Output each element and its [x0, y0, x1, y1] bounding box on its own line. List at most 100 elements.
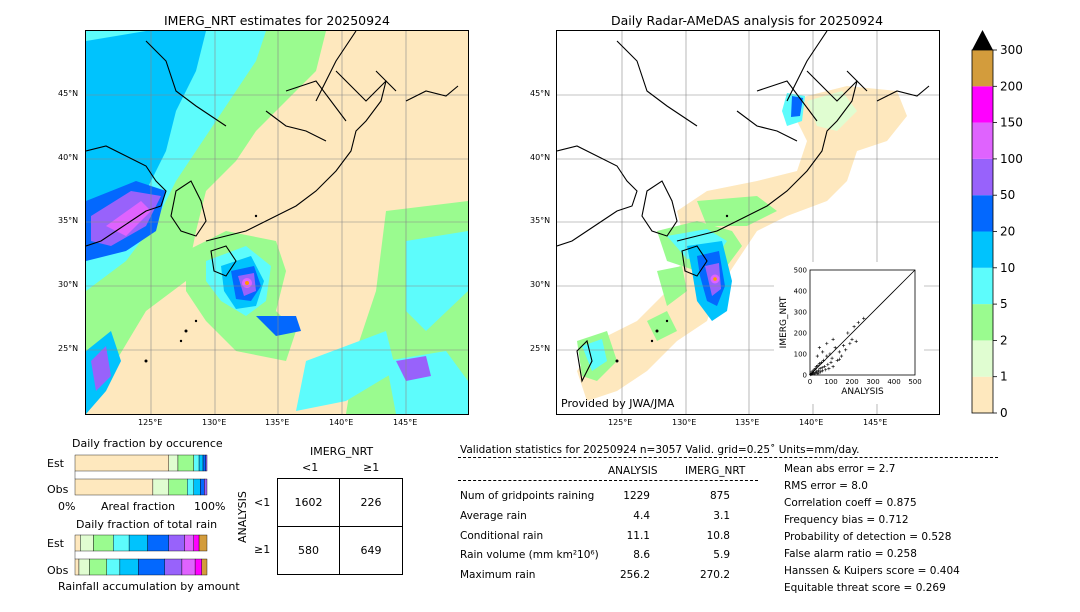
scatter-point [854, 339, 858, 343]
fraction-segment [200, 478, 205, 496]
left-lon-label: 145°E [393, 418, 418, 427]
fraction-segment [78, 558, 90, 576]
scatter-point [839, 354, 844, 358]
scatter-inset: 0 0 100 100 200 200 300 300 400 400 500 500 ANALYSIS… [774, 262, 924, 404]
scatter-point [816, 363, 820, 368]
scatter-point [837, 357, 841, 361]
fraction-segment [74, 558, 80, 576]
scatter-point [831, 365, 835, 369]
fraction-segment [106, 558, 121, 576]
fraction-segment [89, 558, 107, 576]
scatter-point [817, 361, 822, 366]
total-rain-title: Daily fraction of total rain [76, 518, 218, 531]
scatter-point [821, 350, 825, 354]
right-lat-label: 40°N [530, 153, 551, 162]
right-lat-label: 30°N [530, 280, 551, 289]
fraction-segment [168, 478, 188, 496]
colorbar-level-label: 10 [1000, 261, 1015, 275]
scatter-x-tick: 0 [808, 378, 812, 386]
colorbar-level-label: 100 [1000, 152, 1023, 166]
scatter-x-tick: 500 [908, 378, 921, 386]
occurrence-axis-right: 100% [194, 500, 226, 513]
scatter-point [833, 346, 837, 350]
scatter-point [835, 358, 839, 362]
stat-row-analysis: 1229 [623, 490, 650, 502]
colorbar-level-label: 200 [1000, 79, 1023, 93]
scatter-point [818, 370, 823, 374]
fraction-segment [80, 534, 94, 552]
colorbar: 0 1 2 5 10 20 50 100 150 200 300 [962, 26, 1032, 420]
colorbar-segment [972, 340, 993, 377]
validation-header: Validation statistics for 20250924 n=305… [460, 444, 860, 456]
colorbar-segment [972, 50, 993, 87]
fraction-segment [205, 454, 208, 472]
occurrence-bars [74, 454, 208, 496]
occurrence-axis-left: 0% [58, 500, 76, 513]
colorbar-segment [972, 122, 993, 159]
contingency-col-lt: <1 [302, 461, 319, 474]
scatter-y-tick: 0 [803, 372, 807, 380]
right-map-title: Daily Radar-AMeDAS analysis for 20250924 [610, 13, 884, 28]
scatter-y-tick: 400 [794, 288, 807, 296]
scatter-point [822, 358, 826, 362]
scatter-point [856, 320, 860, 325]
fraction-segment [204, 478, 208, 496]
score-line: Equitable threat score = 0.269 [784, 582, 946, 594]
fraction-segment [193, 534, 200, 552]
colorbar-level-label: 0 [1000, 406, 1008, 418]
scatter-point [827, 367, 831, 371]
total-rain-bars [74, 534, 208, 576]
fraction-segment [198, 534, 208, 552]
scatter-point [830, 356, 834, 360]
fraction-segment [202, 454, 206, 472]
right-lat-label: 35°N [530, 216, 551, 225]
fraction-segment [138, 558, 165, 576]
fraction-segment [93, 534, 114, 552]
colorbar-level-label: 20 [1000, 225, 1015, 239]
scatter-point [815, 354, 819, 358]
total-rain-chart [74, 531, 208, 579]
scatter-point [815, 369, 819, 373]
contingency-row-lt: <1 [254, 496, 271, 509]
total-rain-est-label: Est [47, 537, 64, 550]
contingency-row-ge: ≥1 [254, 543, 271, 556]
scatter-point [826, 362, 830, 367]
scatter-y-tick: 100 [794, 351, 807, 359]
stat-row-imerg: 270.2 [699, 569, 730, 581]
contingency-cell: 226 [360, 496, 382, 509]
scatter-point [823, 365, 827, 369]
scatter-point [848, 341, 852, 346]
scatter-point [813, 367, 817, 371]
left-map-title: IMERG_NRT estimates for 20250924 [163, 13, 390, 28]
scatter-y-label: IMERG_NRT [779, 296, 789, 348]
occurrence-axis-label: Areal fraction [101, 500, 176, 513]
stat-row-label: Rain volume (mm km²10⁶) [460, 549, 599, 561]
fraction-segment [168, 534, 185, 552]
left-lon-label: 125°E [138, 418, 163, 427]
scatter-point [819, 360, 824, 364]
score-line: Probability of detection = 0.528 [784, 531, 952, 543]
scatter-point [831, 337, 835, 341]
colorbar-level-label: 300 [1000, 43, 1023, 57]
stat-row-analysis: 4.4 [633, 510, 650, 522]
scatter-point [816, 368, 820, 372]
colorbar-level-label: 1 [1000, 370, 1008, 384]
left-lon-label: 135°E [265, 418, 290, 427]
fraction-segment [164, 558, 183, 576]
fraction-segment [177, 454, 194, 472]
occurrence-chart [74, 451, 208, 499]
scatter-point [852, 325, 856, 329]
right-lat-label: 45°N [530, 89, 551, 98]
stat-row-imerg: 5.9 [713, 549, 730, 561]
fraction-segment [193, 478, 201, 496]
scatter-point [821, 369, 825, 373]
left-lat-label: 35°N [58, 216, 79, 225]
score-line: Frequency bias = 0.712 [784, 514, 909, 526]
fraction-segment [119, 558, 139, 576]
stat-row-analysis: 256.2 [619, 569, 650, 581]
validation-divider [458, 457, 998, 458]
fraction-segment [152, 478, 169, 496]
left-lat-label: 40°N [58, 153, 79, 162]
left-lon-label: 130°E [202, 418, 227, 427]
scatter-point [815, 371, 819, 375]
